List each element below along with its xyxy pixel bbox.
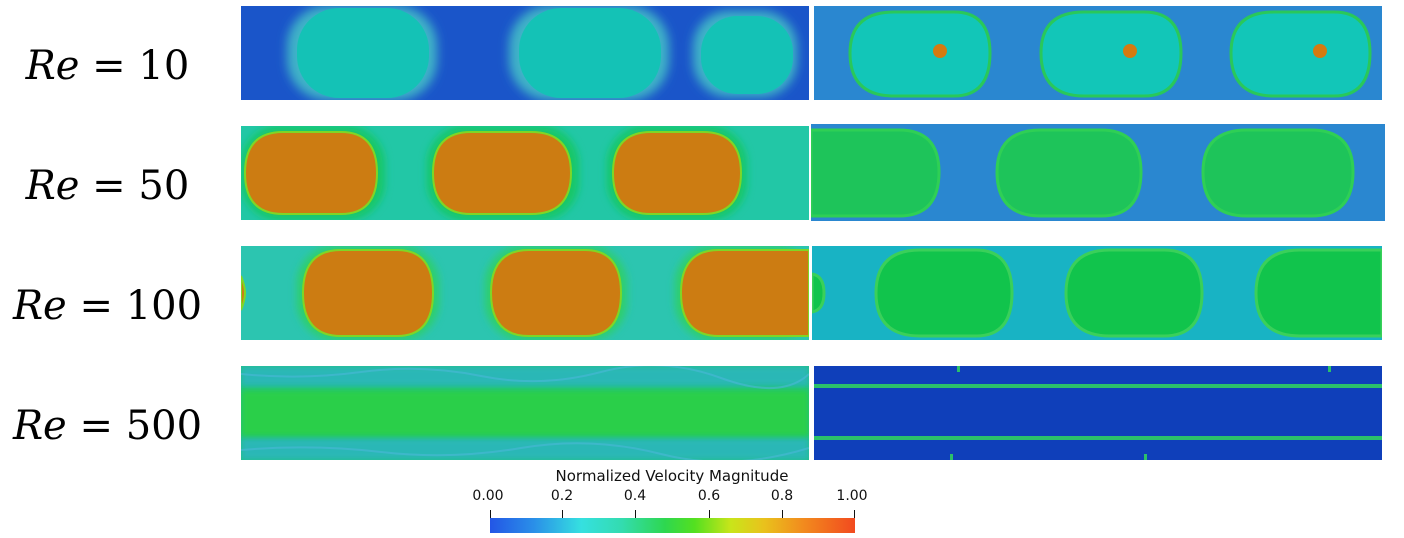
colorbar-title: Normalized Velocity Magnitude (555, 467, 789, 485)
film-line (814, 384, 1382, 388)
bubble (611, 131, 743, 215)
bubble (701, 16, 793, 94)
re-value: 500 (125, 403, 203, 449)
re-symbol: Re (25, 163, 80, 209)
row-label-re100: Re = 100 (0, 286, 215, 326)
bubble (995, 128, 1143, 218)
panel-re500-right (814, 366, 1382, 460)
colorbar-tick (709, 510, 710, 520)
bubble (1201, 128, 1355, 218)
bubble (301, 249, 435, 337)
bubble (243, 131, 379, 215)
equals-sign: = (66, 283, 126, 329)
panel-re50-right (811, 124, 1385, 221)
particle (933, 44, 947, 58)
panel-re10-left (241, 6, 809, 100)
panel-re100-left (241, 246, 809, 340)
particle (1123, 44, 1137, 58)
film-line (814, 436, 1382, 440)
bubble (519, 8, 661, 98)
panel-re100-right (812, 246, 1382, 340)
colorbar-tick-label: 0.2 (550, 488, 574, 504)
bubble (874, 248, 1014, 338)
colorbar-tick (635, 510, 636, 520)
bubble (297, 8, 429, 98)
panel-re50-left (241, 126, 809, 220)
panel-re10-right (814, 6, 1382, 100)
colorbar-gradient (490, 518, 855, 533)
bubble (489, 249, 623, 337)
re-value: 10 (138, 43, 190, 89)
equals-sign: = (79, 163, 139, 209)
bubble (679, 249, 809, 337)
bubble (812, 272, 826, 314)
colorbar-tick (854, 510, 855, 520)
re-symbol: Re (12, 403, 67, 449)
colorbar-tick-label: 0.6 (697, 488, 721, 504)
colorbar-tick-label: 0.4 (623, 488, 647, 504)
re-value: 50 (138, 163, 190, 209)
colorbar-tick-label: 0.00 (472, 488, 504, 504)
bubble (1064, 248, 1204, 338)
bubble (1229, 10, 1372, 98)
re-value: 100 (125, 283, 203, 329)
re-symbol: Re (25, 43, 80, 89)
row-label-re50: Re = 50 (0, 166, 215, 206)
colorbar-tick-label: 1.00 (836, 488, 868, 504)
colorbar-tick (782, 510, 783, 520)
panel-re500-left (241, 366, 809, 460)
bubble (1039, 10, 1183, 98)
colorbar-tick-label: 0.8 (770, 488, 794, 504)
bubble (848, 10, 992, 98)
re-symbol: Re (12, 283, 67, 329)
row-label-re10: Re = 10 (0, 46, 215, 86)
colorbar-tick (562, 510, 563, 520)
equals-sign: = (79, 43, 139, 89)
bubble (811, 128, 941, 218)
bubble (1254, 248, 1382, 338)
bubble (431, 131, 573, 215)
equals-sign: = (66, 403, 126, 449)
particle (1313, 44, 1327, 58)
colorbar-tick (490, 510, 491, 520)
row-label-re500: Re = 500 (0, 406, 215, 446)
bubble (241, 275, 247, 311)
